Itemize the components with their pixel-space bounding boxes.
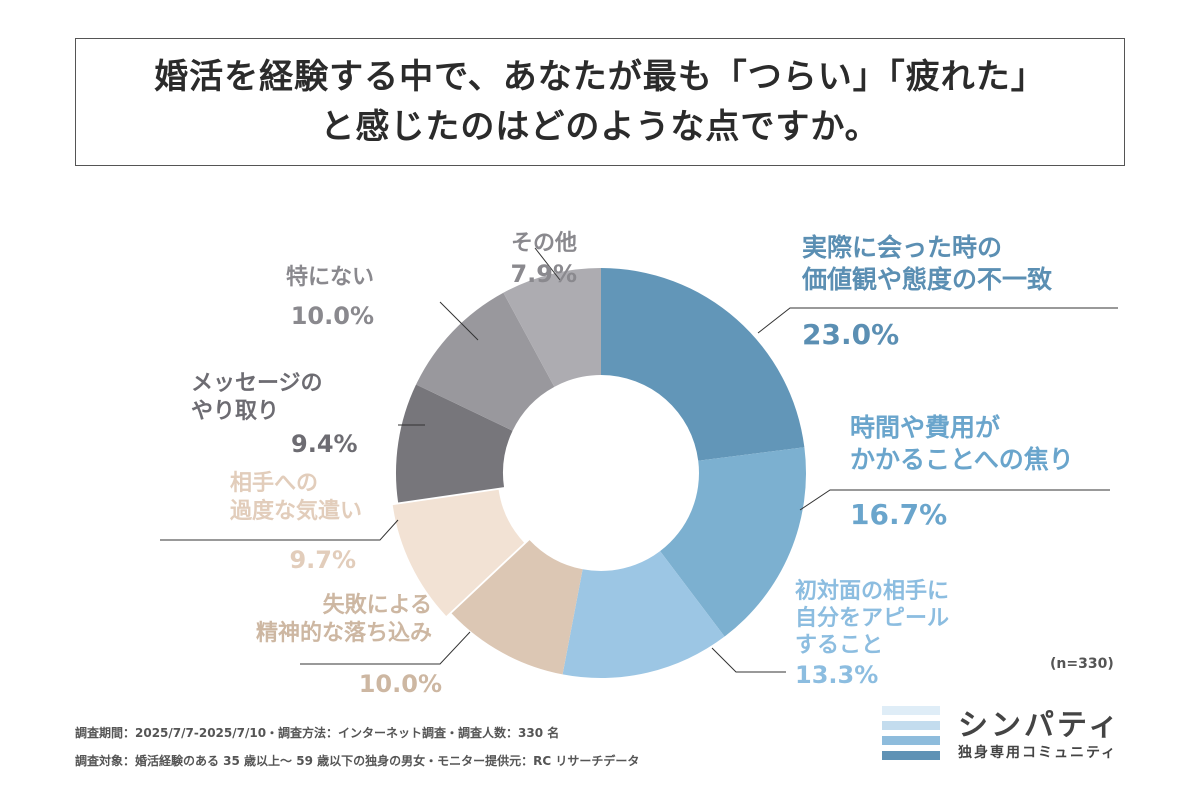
- donut-slice-5: [396, 384, 513, 503]
- label-4-value: 9.7%: [289, 546, 356, 574]
- slice-label-7: その他 7.9%: [510, 230, 577, 288]
- donut-slice-2: [562, 551, 725, 678]
- slice-label-6: 特にない 10.0%: [286, 264, 374, 330]
- label-3-value: 10.0%: [358, 670, 442, 698]
- leader-line-6: [439, 301, 479, 341]
- donut-slice-3: [451, 540, 583, 675]
- slice-label-1: 時間や費用が かかることへの焦り 16.7%: [850, 412, 1074, 531]
- label-4-line-0: 相手への: [229, 471, 318, 496]
- label-5-line-0: メッセージの: [191, 371, 323, 396]
- label-3-line-0: 失敗による: [322, 593, 432, 618]
- label-2-line-0: 初対面の相手に: [795, 579, 950, 604]
- label-6-line-0: 特にない: [285, 265, 374, 290]
- slice-label-3: 失敗による 精神的な落ち込み 10.0%: [255, 592, 442, 698]
- title-line-1: 婚活を経験する中で、あなたが最も「つらい」「疲れた」: [154, 57, 1046, 97]
- label-4-line-1: 過度な気遣い: [229, 499, 362, 524]
- label-0-value: 23.0%: [802, 318, 900, 351]
- label-5-value: 9.4%: [291, 430, 358, 458]
- donut-slice-0: [601, 268, 805, 461]
- label-6-value: 10.0%: [290, 302, 374, 330]
- donut-slice-1: [660, 447, 806, 637]
- donut-slice-6: [416, 292, 555, 431]
- leader-line-7: [534, 247, 561, 281]
- leader-line-1: [799, 489, 1110, 511]
- slice-label-0: 実際に会った時の 価値観や態度の不一致 23.0%: [802, 232, 1052, 351]
- leader-line-3: [300, 631, 471, 665]
- leader-line-2: [711, 647, 786, 673]
- logo-name: シンパティ: [958, 708, 1122, 743]
- label-5-line-1: やり取り: [191, 399, 280, 424]
- label-0-line-1: 価値観や態度の不一致: [802, 265, 1053, 294]
- leader-line-0: [757, 307, 1118, 334]
- title-box: 婚活を経験する中で、あなたが最も「つらい」「疲れた」 と感じたのはどのような点で…: [75, 38, 1125, 166]
- label-3-line-1: 精神的な落ち込み: [255, 621, 432, 646]
- leader-line-4: [160, 519, 399, 541]
- footer-survey-period: 調査期間：2025/7/7-2025/7/10・調査方法：インターネット調査・調…: [75, 726, 560, 740]
- brand-logo: シンパティ 独身専用コミュニティ: [882, 706, 1132, 768]
- donut-slice-7: [503, 268, 601, 387]
- slice-label-5: メッセージの やり取り 9.4%: [191, 370, 358, 458]
- label-7-value: 7.9%: [510, 260, 577, 288]
- label-2-line-2: すること: [795, 633, 884, 658]
- slice-label-4: 相手への 過度な気遣い 9.7%: [230, 470, 362, 574]
- label-2-value: 13.3%: [795, 661, 879, 689]
- logo-bar-1: [882, 706, 940, 715]
- title-line-2: と感じたのはどのような点ですか。: [320, 107, 880, 147]
- logo-bar-4: [882, 751, 940, 760]
- donut-slice-4: [392, 489, 525, 616]
- logo-bar-2: [882, 721, 940, 730]
- footer-survey-target: 調査対象：婚活経験のある 35 歳以上～ 59 歳以下の独身の男女・モニター提供…: [75, 754, 640, 768]
- label-0-line-0: 実際に会った時の: [802, 233, 1003, 262]
- label-7-line-0: その他: [510, 231, 577, 256]
- logo-bar-3: [882, 736, 940, 745]
- label-1-value: 16.7%: [850, 498, 948, 531]
- sample-size-note: (n=330): [1050, 656, 1114, 672]
- label-2-line-1: 自分をアピール: [795, 606, 950, 631]
- logo-subtitle: 独身専用コミュニティ: [958, 745, 1118, 761]
- label-1-line-1: かかることへの焦り: [850, 445, 1074, 474]
- logo-bars-icon: [882, 706, 940, 766]
- label-1-line-0: 時間や費用が: [850, 413, 1001, 442]
- slice-label-2: 初対面の相手に 自分をアピール すること 13.3%: [795, 578, 949, 689]
